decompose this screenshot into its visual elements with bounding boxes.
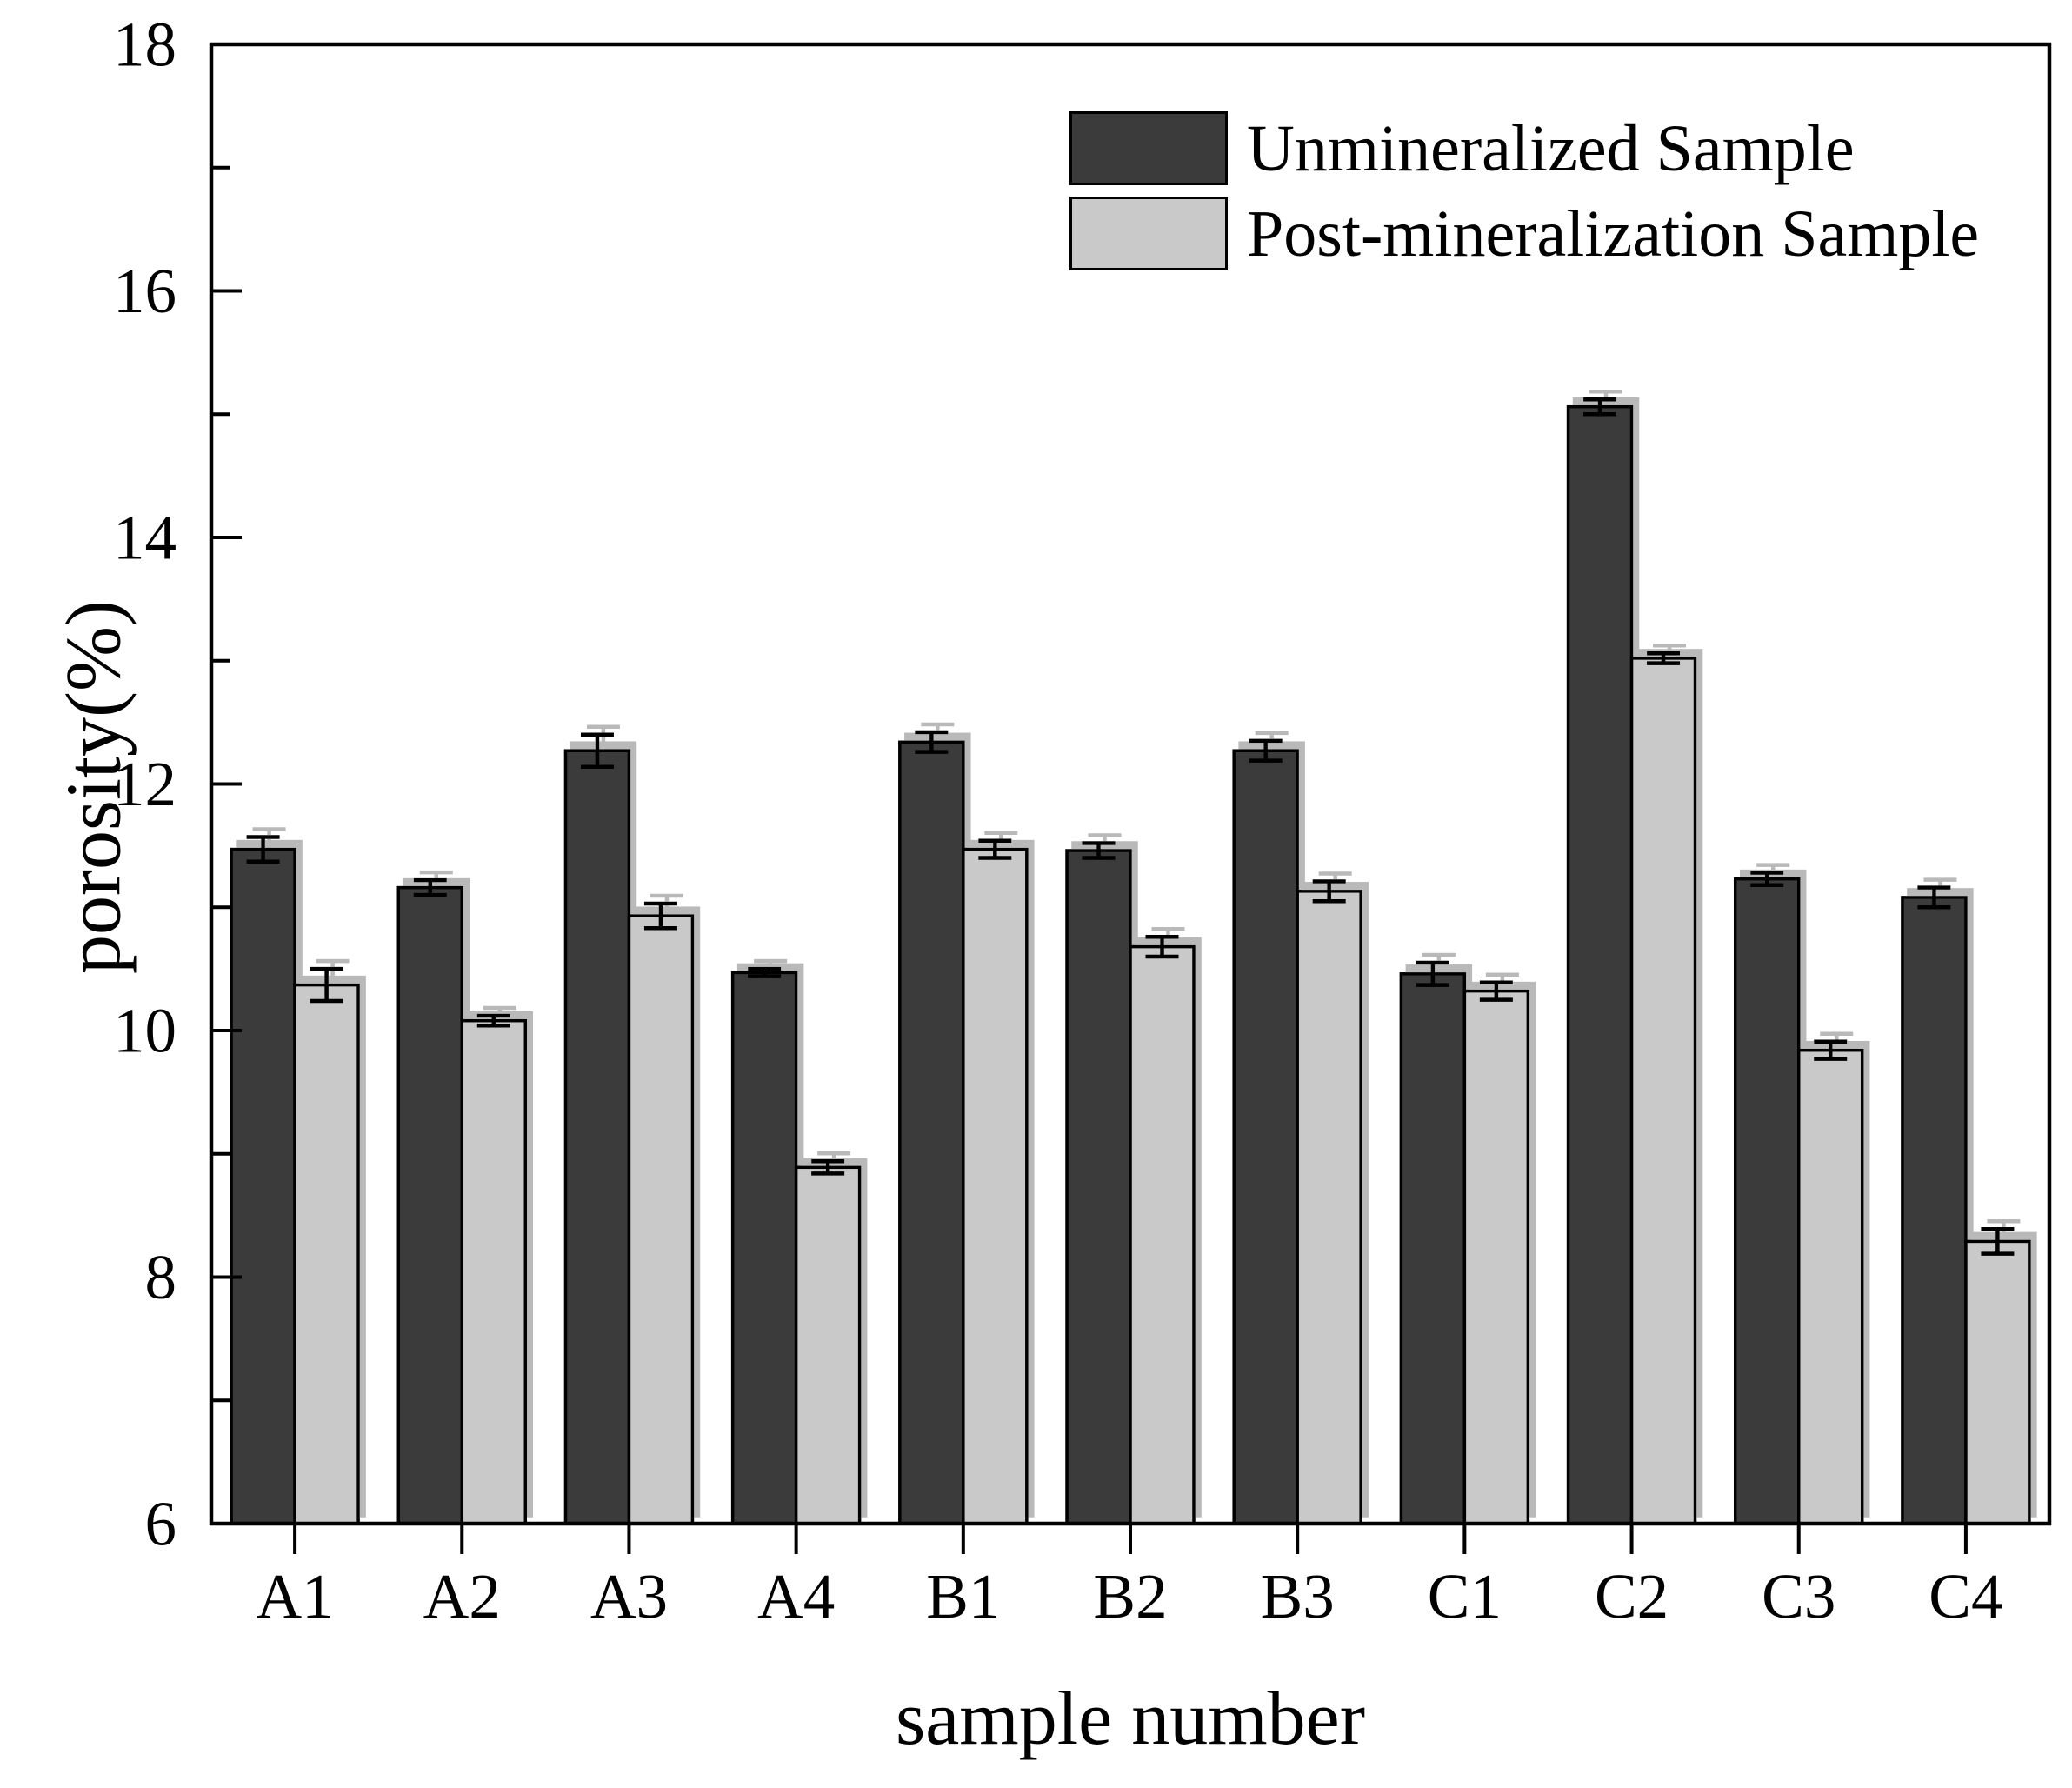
error-bar <box>1249 738 1283 763</box>
bar-group-post-mineralization-B3 <box>1296 879 1362 1525</box>
bar-group-unmineralized-B3 <box>1232 738 1299 1525</box>
y-tick-label: 12 <box>113 749 177 819</box>
error-bar <box>1583 397 1617 417</box>
legend-label: Unmineralized Sample <box>1247 111 1855 185</box>
bar <box>627 914 695 1525</box>
bar-group-post-mineralization-A1 <box>293 966 360 1525</box>
bar <box>1901 896 1968 1525</box>
y-tick-label: 10 <box>113 996 177 1066</box>
error-bar <box>1814 1039 1848 1061</box>
bar-group-post-mineralization-A4 <box>794 1159 862 1525</box>
error-bar <box>748 966 782 978</box>
error-bar <box>1750 871 1784 887</box>
bar <box>962 847 1029 1525</box>
bar-group-unmineralized-A4 <box>730 966 798 1525</box>
legend-label: Post-mineralization Sample <box>1247 197 1980 270</box>
error-bar <box>1479 980 1513 1002</box>
x-tick-label: B2 <box>1093 1561 1167 1631</box>
error-bar <box>1145 935 1179 959</box>
y-axis-title: porosity(%) <box>50 600 137 974</box>
error-bar <box>246 835 280 864</box>
error-bar <box>1647 650 1681 665</box>
post-mineralization-swatch-icon <box>1069 197 1228 270</box>
x-tick-label: B1 <box>926 1561 1000 1631</box>
bar-group-unmineralized-C3 <box>1733 871 1801 1525</box>
bar <box>1232 749 1299 1525</box>
x-tick-label: A2 <box>423 1561 501 1631</box>
bar <box>730 971 798 1525</box>
bar <box>460 1018 528 1525</box>
bar-group-unmineralized-A3 <box>563 732 631 1525</box>
error-bar <box>476 1013 510 1028</box>
x-tick-label: A3 <box>590 1561 668 1631</box>
error-bar <box>1917 885 1951 910</box>
bar <box>1566 404 1634 1525</box>
y-tick-label: 16 <box>113 256 177 326</box>
bar <box>1964 1239 2031 1525</box>
bar-group-unmineralized-C4 <box>1901 885 1968 1525</box>
bar <box>396 885 464 1525</box>
bar-group-post-mineralization-C3 <box>1796 1039 1864 1525</box>
error-bar <box>1416 960 1449 987</box>
bar-group-unmineralized-B2 <box>1065 841 1132 1525</box>
legend-item-unmineralized: Unmineralized Sample <box>1069 111 1979 185</box>
x-tick-label: C3 <box>1762 1561 1835 1631</box>
bar-group-post-mineralization-C1 <box>1462 980 1530 1525</box>
bar <box>1065 849 1132 1525</box>
error-bar <box>580 732 614 769</box>
legend-item-post-mineralization: Post-mineralization Sample <box>1069 197 1979 270</box>
x-tick-label: C1 <box>1428 1561 1502 1631</box>
bar <box>1629 657 1697 1525</box>
bar-group-unmineralized-C2 <box>1566 397 1634 1525</box>
y-tick-label: 18 <box>113 10 177 80</box>
x-tick-label: C2 <box>1595 1561 1669 1631</box>
error-bar <box>978 838 1012 860</box>
bar <box>1399 972 1467 1525</box>
error-bar <box>310 966 343 1004</box>
bar-group-unmineralized-A1 <box>230 835 296 1525</box>
bar <box>230 847 296 1525</box>
bar <box>1129 944 1196 1525</box>
bar-group-post-mineralization-A2 <box>460 1013 528 1525</box>
legend: Unmineralized Sample Post-mineralization… <box>1069 111 1979 282</box>
bar-group-post-mineralization-C2 <box>1629 650 1697 1525</box>
y-tick-label: 6 <box>145 1489 177 1559</box>
x-tick-label: B3 <box>1261 1561 1335 1631</box>
bar-group-post-mineralization-B1 <box>962 838 1029 1525</box>
error-bar <box>1981 1226 2015 1256</box>
y-tick-label: 8 <box>145 1242 177 1312</box>
bar <box>1733 877 1801 1525</box>
bar <box>898 740 965 1525</box>
bar-group-post-mineralization-B2 <box>1129 935 1196 1525</box>
bar <box>1796 1048 1864 1525</box>
bar <box>293 983 360 1525</box>
bar <box>563 749 631 1525</box>
error-bar <box>1082 841 1116 860</box>
y-tick-label: 14 <box>113 503 177 573</box>
bar-group-post-mineralization-C4 <box>1964 1226 2031 1525</box>
bar-group-unmineralized-B1 <box>898 730 965 1525</box>
error-bar <box>1312 879 1346 904</box>
error-bar <box>413 877 447 897</box>
bar <box>794 1165 862 1525</box>
bar-group-unmineralized-A2 <box>396 877 464 1525</box>
x-tick-label: C4 <box>1929 1561 2002 1631</box>
unmineralized-swatch-icon <box>1069 111 1228 185</box>
bar <box>1462 989 1530 1525</box>
error-bar <box>915 730 949 754</box>
x-tick-label: A1 <box>256 1561 333 1631</box>
x-tick-label: A4 <box>757 1561 835 1631</box>
x-axis-title: sample number <box>895 1677 1366 1761</box>
error-bar <box>643 901 677 931</box>
bar <box>1296 890 1362 1525</box>
error-bar <box>811 1159 845 1176</box>
bar-group-post-mineralization-A3 <box>627 901 695 1525</box>
bar-group-unmineralized-C1 <box>1399 960 1467 1525</box>
